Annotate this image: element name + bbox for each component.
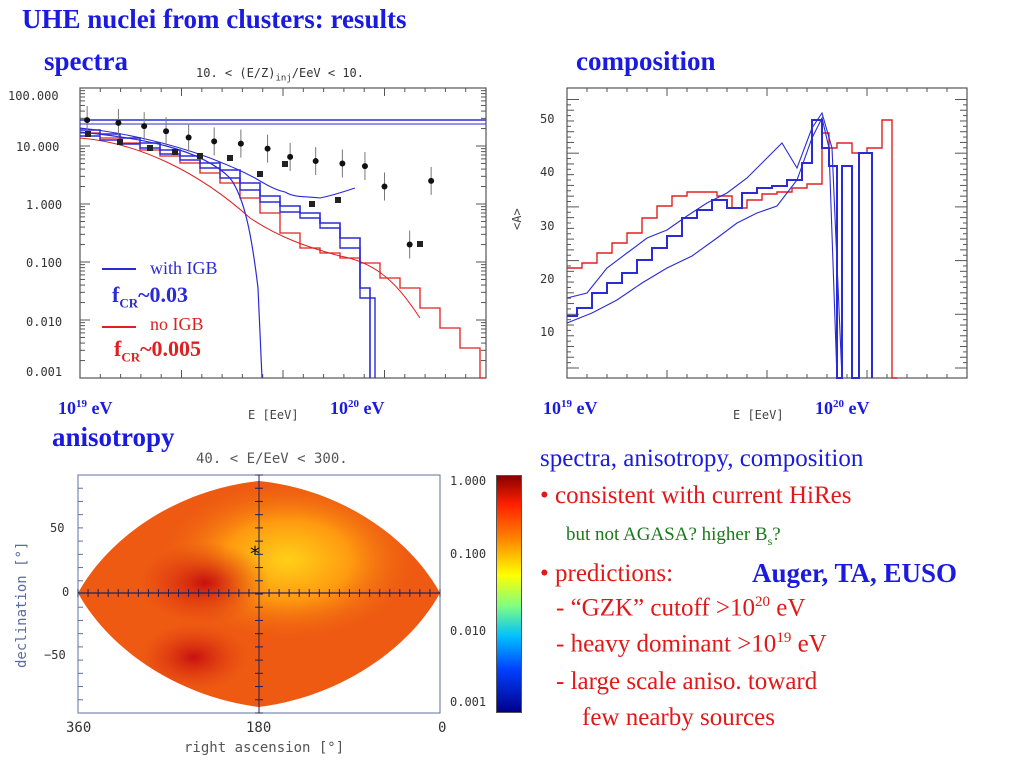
- spectra-data-point: [185, 134, 192, 141]
- spectra-xlabel: E [EeV]: [248, 408, 299, 422]
- skymap-top-label: 40. < E/EeV < 300.: [196, 451, 348, 467]
- comp-ytick: 30: [540, 219, 555, 233]
- spectra-data-point: [381, 183, 388, 190]
- colorbar-tick: 0.001: [450, 695, 487, 709]
- spectra-ytick: 10.000: [16, 140, 60, 154]
- comp-ytick: 10: [540, 325, 555, 339]
- legend-swatch-with-igb: [102, 268, 136, 270]
- spectra-series-with-igb-4: [79, 131, 263, 379]
- legend-label-with-igb: with IGB: [150, 258, 218, 278]
- spectra-ytick: 100.000: [8, 89, 59, 103]
- spectra-minor-ticks: [79, 88, 487, 379]
- notes-line-6: - heavy dominant >1019 eV: [556, 630, 827, 658]
- spectra-data-marker: [335, 197, 341, 203]
- legend-label-no-igb: no IGB: [150, 314, 204, 334]
- skymap-ytick: 0: [62, 585, 70, 599]
- spectra-data-point: [312, 158, 319, 165]
- spectra-e20-label: 1020 eV: [330, 398, 385, 418]
- spectra-data-point: [287, 153, 294, 160]
- spectra-data-marker: [147, 145, 153, 151]
- spectra-data-point: [211, 138, 218, 145]
- spectra-chart: [79, 87, 487, 379]
- notes-line-4: • predictions:: [540, 560, 674, 587]
- skymap-ytick: 50: [50, 521, 65, 535]
- skymap-ticks: [77, 474, 441, 714]
- comp-xlabel: E [EeV]: [733, 408, 784, 422]
- notes-line-1: spectra, anisotropy, composition: [540, 445, 864, 472]
- spectra-ytick: 1.000: [26, 198, 63, 212]
- notes-line-7: - large scale aniso. toward: [556, 668, 818, 695]
- spectra-series-no-igb: [80, 132, 486, 379]
- composition-chart: [566, 87, 968, 379]
- legend-fcr-blue: fCR~0.03: [112, 282, 189, 311]
- skymap-xtick: 0: [438, 720, 447, 736]
- comp-ylabel: <A>: [510, 208, 524, 230]
- spectra-ytick: 0.001: [26, 365, 63, 379]
- spectra-series-with-igb-2: [80, 135, 376, 378]
- notes-line-3: but not AGASA? higher Bs?: [566, 524, 781, 548]
- spectra-data-point: [163, 128, 170, 135]
- legend-fcr-red: fCR~0.005: [114, 336, 202, 365]
- notes-line-2: • consistent with current HiRes: [540, 482, 852, 509]
- comp-series-with-igb-upper: [566, 111, 843, 379]
- skymap-marker: *: [250, 542, 260, 566]
- spectra-data-marker: [85, 131, 91, 137]
- notes-line-5: - “GZK” cutoff >1020 eV: [556, 594, 806, 622]
- spectra-ytick: 0.100: [26, 256, 63, 270]
- spectra-data-point: [115, 119, 122, 126]
- spectra-data-marker: [227, 155, 233, 161]
- spectra-data-marker: [197, 153, 203, 159]
- skymap-ytick: −50: [44, 648, 66, 662]
- section-composition: composition: [576, 46, 716, 76]
- spectra-e19-label: 1019 eV: [58, 398, 113, 418]
- spectra-data-point: [428, 177, 435, 184]
- notes-line-8: few nearby sources: [582, 704, 775, 731]
- comp-ytick: 20: [540, 272, 555, 286]
- legend-swatch-no-igb: [102, 326, 136, 328]
- spectra-data-marker: [117, 139, 123, 145]
- spectra-data-point: [84, 117, 91, 124]
- skymap-chart: *: [77, 474, 441, 714]
- skymap-xlabel: right ascension [°]: [184, 740, 345, 756]
- spectra-data-point: [361, 163, 368, 170]
- comp-series-with-igb: [567, 119, 873, 379]
- colorbar-tick: 0.010: [450, 624, 487, 638]
- spectra-data-point: [406, 241, 413, 248]
- comp-series-no-igb: [567, 119, 897, 379]
- comp-series-with-igb-lower: [566, 116, 838, 379]
- comp-ytick: 40: [540, 165, 555, 179]
- spectra-data-points: [84, 106, 435, 259]
- spectra-data-point: [264, 145, 271, 152]
- spectra-data-marker: [417, 241, 423, 247]
- spectra-data-marker: [172, 149, 178, 155]
- skymap-colorbar: [496, 475, 522, 713]
- spectra-series-with-igb-3: [79, 127, 356, 199]
- spectra-data-point: [237, 140, 244, 147]
- section-anisotropy: anisotropy: [52, 422, 175, 452]
- comp-ytick: 50: [540, 112, 555, 126]
- skymap-ylabel: declination [°]: [14, 541, 30, 668]
- section-spectra: spectra: [44, 46, 128, 76]
- spectra-series-no-igb-smooth: [79, 137, 421, 319]
- spectra-data-marker: [282, 161, 288, 167]
- skymap-xtick: 180: [246, 720, 272, 736]
- spectra-data-marker: [257, 171, 263, 177]
- spectra-data-point: [339, 160, 346, 167]
- comp-e19-label: 1019 eV: [543, 398, 598, 418]
- notes-experiments: Auger, TA, EUSO: [752, 558, 958, 588]
- skymap-xtick: 360: [66, 720, 92, 736]
- colorbar-tick: 0.100: [450, 547, 487, 561]
- spectra-top-label: 10. < (E/Z)inj/EeV < 10.: [196, 66, 364, 84]
- comp-minor-ticks: [566, 88, 968, 378]
- spectra-data-marker: [309, 201, 315, 207]
- spectra-data-point: [141, 123, 148, 130]
- slide-title: UHE nuclei from clusters: results: [22, 4, 407, 34]
- spectra-ytick: 0.010: [26, 315, 63, 329]
- comp-e20-label: 1020 eV: [815, 398, 870, 418]
- colorbar-tick: 1.000: [450, 474, 487, 488]
